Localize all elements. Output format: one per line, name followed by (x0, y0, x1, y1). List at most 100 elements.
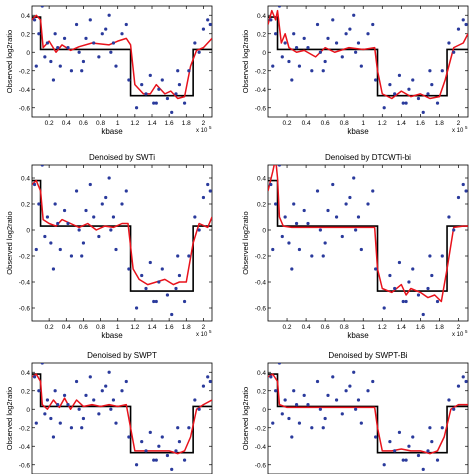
observed-point (111, 215, 116, 219)
y-tick-label: 0 (262, 228, 266, 235)
y-tick-label: 0.4 (21, 176, 30, 183)
x-tick-label: 0.4 (62, 324, 71, 331)
observed-point (206, 182, 210, 187)
observed-point (182, 458, 187, 462)
x-tick-label: 1.4 (397, 324, 406, 331)
observed-point (306, 221, 310, 226)
estimate-line (32, 373, 212, 455)
observed-point (447, 398, 451, 402)
observed-point (287, 241, 291, 245)
observed-point (326, 36, 330, 40)
observed-point (56, 221, 60, 226)
observed-point (447, 215, 451, 219)
observed-point (323, 416, 327, 421)
observed-point (160, 78, 164, 82)
observed-point (428, 426, 432, 430)
observed-point (148, 430, 152, 434)
observed-point (354, 50, 358, 54)
observed-point (193, 41, 197, 45)
observed-point (356, 41, 361, 45)
observed-point (269, 18, 273, 22)
x-axis-label: kbase (347, 127, 369, 136)
y-tick-label: -0.4 (255, 280, 267, 287)
observed-point (140, 273, 144, 278)
observed-point (366, 32, 370, 36)
observed-point (69, 426, 74, 430)
observed-point (37, 389, 41, 393)
y-tick-label: -0.6 (255, 306, 267, 313)
observed-point (88, 375, 92, 379)
observed-point (290, 267, 294, 271)
x-tick-label: 1 (361, 324, 365, 331)
observed-point (187, 426, 191, 430)
x-tick-label: 0.4 (302, 120, 311, 127)
observed-point (294, 46, 299, 50)
observed-point (154, 101, 158, 105)
observed-point (318, 50, 322, 54)
observed-point (170, 467, 174, 471)
observed-point (334, 215, 339, 219)
observed-point (88, 18, 92, 22)
y-axis-label: Observed log2ratio (241, 30, 250, 93)
observed-point (331, 182, 335, 187)
y-tick-label: -0.6 (255, 462, 267, 469)
observed-point (92, 41, 96, 45)
x-axis-label: kbase (101, 127, 123, 136)
estimate-line (268, 9, 468, 100)
observed-point (294, 221, 299, 226)
observed-point (315, 22, 320, 27)
observed-point (326, 393, 330, 397)
observed-point (77, 228, 81, 232)
y-tick-label: 0 (26, 228, 30, 235)
observed-point (40, 165, 44, 167)
plot-frame (31, 5, 213, 118)
observed-point (401, 101, 405, 105)
observed-point (461, 375, 465, 379)
observed-point (165, 96, 170, 101)
y-tick-label: 0.2 (21, 388, 30, 395)
observed-point (157, 444, 161, 448)
observed-point (170, 110, 174, 114)
observed-point (310, 69, 314, 73)
observed-point (283, 398, 287, 402)
observed-point (430, 273, 434, 278)
x-tick-label: 0.8 (340, 120, 349, 127)
observed-point (53, 389, 57, 393)
observed-point (331, 18, 335, 22)
observed-point (193, 398, 197, 402)
x-tick-label: 0.4 (62, 120, 71, 127)
observed-point (182, 299, 187, 304)
observed-point (177, 440, 182, 444)
observed-point (352, 13, 356, 17)
observed-point (111, 41, 116, 45)
panel-title: Denoised by DTCWTi-bi (325, 153, 411, 162)
observed-point (280, 55, 284, 59)
x-tick-label: 0.6 (79, 324, 88, 331)
observed-point (144, 449, 148, 453)
y-tick-label: -0.2 (19, 425, 31, 432)
y-tick-label: -0.6 (19, 462, 31, 469)
observed-point (62, 36, 67, 40)
x-tick-label: 1.2 (130, 324, 139, 331)
observed-point (80, 254, 84, 258)
x-tick-label: 1.6 (416, 120, 425, 127)
observed-point (302, 393, 306, 397)
observed-point (428, 69, 432, 73)
observed-point (53, 202, 57, 206)
observed-point (124, 22, 128, 27)
estimate-line (32, 179, 212, 286)
observed-point (302, 208, 306, 213)
y-tick-label: -0.2 (19, 68, 31, 75)
estimate-line (268, 165, 468, 303)
observed-point (280, 234, 284, 239)
y-tick-label: 0 (26, 407, 30, 414)
data-layer (32, 363, 212, 471)
observed-point (109, 228, 113, 232)
y-tick-label: -0.2 (19, 254, 31, 261)
observed-point (176, 426, 180, 430)
y-tick-label: -0.2 (255, 68, 267, 75)
observed-point (43, 234, 47, 239)
observed-point (348, 195, 352, 200)
y-tick-label: 0.4 (21, 370, 30, 377)
observed-point (124, 379, 128, 384)
